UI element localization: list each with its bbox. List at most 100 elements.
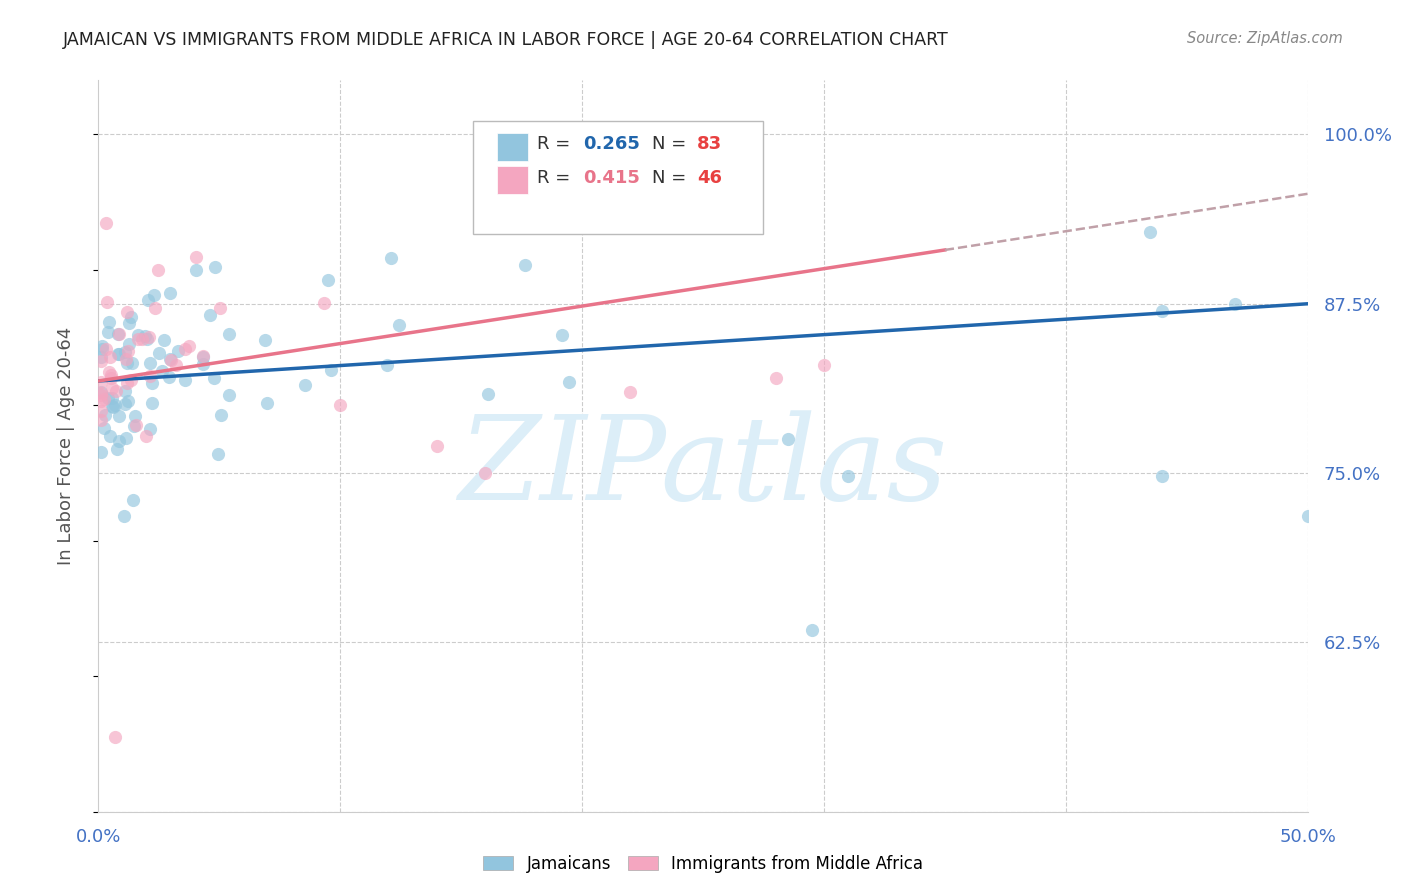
Point	[127, 332, 149, 346]
Point	[100, 371, 122, 385]
Point	[256, 396, 278, 410]
Point	[101, 400, 124, 414]
Y-axis label: In Labor Force | Age 20-64: In Labor Force | Age 20-64	[56, 326, 75, 566]
Point	[90, 343, 112, 357]
Point	[159, 285, 181, 300]
Point	[90, 350, 112, 364]
Point	[118, 316, 141, 330]
Point	[114, 345, 136, 359]
Point	[139, 356, 162, 370]
Point	[186, 250, 208, 264]
Point	[104, 730, 127, 744]
Point	[135, 429, 157, 443]
Point	[165, 358, 187, 372]
Point	[90, 394, 112, 409]
Point	[776, 432, 799, 446]
Point	[90, 375, 112, 389]
Point	[100, 368, 122, 382]
Point	[93, 408, 115, 422]
Point	[96, 294, 118, 309]
Point	[104, 399, 127, 413]
Point	[208, 301, 231, 315]
FancyBboxPatch shape	[474, 120, 763, 234]
Point	[1296, 509, 1319, 524]
Point	[153, 333, 176, 347]
Point	[184, 262, 207, 277]
Text: R =: R =	[537, 169, 576, 186]
Point	[202, 370, 225, 384]
Point	[477, 386, 499, 401]
FancyBboxPatch shape	[498, 133, 527, 161]
Point	[112, 509, 135, 524]
Point	[93, 421, 115, 435]
Point	[1223, 297, 1246, 311]
Point	[90, 404, 112, 418]
Point	[209, 408, 232, 422]
Point	[253, 334, 276, 348]
Point	[127, 327, 149, 342]
Point	[90, 384, 112, 399]
Point	[105, 442, 128, 456]
Point	[765, 371, 787, 385]
Point	[101, 380, 124, 394]
Point	[150, 363, 173, 377]
Text: JAMAICAN VS IMMIGRANTS FROM MIDDLE AFRICA IN LABOR FORCE | AGE 20-64 CORRELATION: JAMAICAN VS IMMIGRANTS FROM MIDDLE AFRIC…	[63, 31, 949, 49]
Point	[108, 409, 131, 424]
Point	[174, 373, 197, 387]
Point	[97, 325, 120, 339]
Point	[124, 417, 146, 432]
Point	[115, 431, 138, 445]
Point	[141, 396, 163, 410]
Point	[114, 352, 136, 367]
Point	[90, 388, 112, 402]
Point	[516, 177, 538, 191]
Point	[107, 434, 129, 448]
Point	[97, 391, 120, 405]
Point	[321, 363, 343, 377]
Point	[104, 384, 127, 398]
Point	[388, 318, 411, 333]
Text: 46: 46	[697, 169, 721, 186]
Text: Source: ZipAtlas.com: Source: ZipAtlas.com	[1187, 31, 1343, 46]
Point	[148, 346, 170, 360]
Point	[98, 350, 121, 364]
Point	[114, 397, 136, 411]
Point	[191, 350, 214, 364]
Text: 83: 83	[697, 135, 723, 153]
Point	[136, 293, 159, 308]
Point	[90, 412, 112, 426]
Point	[204, 260, 226, 274]
Point	[115, 376, 138, 390]
Point	[117, 343, 139, 358]
Point	[97, 315, 120, 329]
Point	[135, 332, 157, 346]
Point	[90, 354, 112, 368]
Text: R =: R =	[537, 135, 576, 153]
Point	[177, 339, 200, 353]
Point	[93, 392, 115, 406]
Point	[117, 393, 139, 408]
Point	[120, 310, 142, 325]
Point	[166, 343, 188, 358]
Point	[139, 422, 162, 436]
Point	[139, 368, 162, 383]
Point	[558, 375, 581, 389]
Point	[114, 384, 136, 398]
Point	[375, 358, 398, 372]
Point	[314, 296, 336, 310]
Point	[148, 263, 170, 277]
Text: 0.415: 0.415	[583, 169, 640, 186]
FancyBboxPatch shape	[498, 166, 527, 194]
Point	[513, 258, 536, 272]
Point	[157, 370, 180, 384]
Point	[94, 342, 117, 356]
Point	[198, 308, 221, 322]
Point	[191, 349, 214, 363]
Point	[1152, 303, 1174, 318]
Point	[121, 356, 143, 370]
Point	[122, 492, 145, 507]
Point	[813, 358, 835, 372]
Point	[141, 376, 163, 390]
Point	[131, 332, 153, 346]
Point	[380, 251, 402, 265]
